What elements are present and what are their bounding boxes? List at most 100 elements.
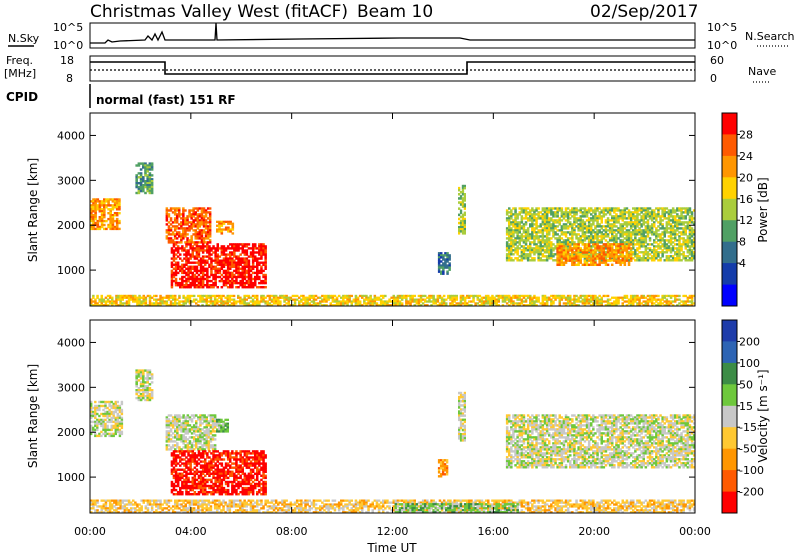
power-cell [226,277,230,281]
power-colorbar-tick-label: 12 [739,214,753,227]
power-cell [437,270,441,273]
power-cell [505,209,509,212]
power-cell [178,209,181,212]
power-cell [629,235,633,238]
power-cell [224,220,228,223]
velocity-cell [92,420,95,424]
power-cell [212,247,215,250]
power-cell [96,198,100,201]
velocity-cell [114,410,117,414]
power-cell [448,266,451,269]
power-cell [583,253,587,256]
power-cell [552,233,555,236]
power-cell [444,266,447,269]
power-cell [592,263,595,266]
power-cell [585,225,589,228]
power-cell [146,184,149,187]
power-cell [251,304,255,307]
power-cell [552,219,555,222]
power-cell [169,229,173,232]
power-y-tick-label: 4000 [57,129,85,142]
power-cell [508,300,511,303]
power-cell [594,251,597,254]
power-cell [175,237,179,240]
power-cell [608,302,612,305]
power-cell [602,215,606,218]
velocity-cell [114,406,117,410]
power-cell [627,298,631,301]
power-cell [193,255,197,258]
power-cell [195,257,199,260]
power-cell [680,259,683,262]
power-cell [581,231,585,234]
power-cell [173,207,177,210]
power-cell [342,302,345,305]
power-cell [674,257,677,260]
power-cell [642,259,645,262]
power-cell [657,247,660,250]
power-cell [417,294,421,298]
power-cell [629,247,633,250]
power-cell [550,251,553,254]
power-cell [545,298,549,301]
power-cell [204,249,207,252]
power-cell [562,294,566,298]
power-cell [505,257,509,260]
power-cell [640,209,643,212]
power-cell [516,296,519,299]
power-cell [522,229,526,232]
power-cell [569,249,572,252]
power-cell [233,253,236,256]
power-cell [111,223,115,227]
power-cell [228,296,232,299]
velocity-cell [92,426,95,430]
power-cell [354,300,358,303]
power-cell [594,247,597,250]
power-cell [583,227,587,230]
power-cell [606,294,610,298]
power-cell [665,211,669,214]
power-cell [676,233,679,236]
power-cell [629,221,633,224]
power-cell [194,235,197,238]
power-cell [541,229,545,232]
power-cell [96,225,100,229]
power-cell [200,217,204,220]
power-cell [554,225,557,228]
power-cell [537,300,540,303]
power-cell [139,174,143,177]
power-cell [579,227,582,230]
power-cell [665,245,669,248]
power-cell [539,225,542,228]
power-cell [585,215,589,218]
power-cell [537,251,540,254]
power-cell [674,233,677,236]
power-cell [615,239,618,242]
power-cell [556,241,559,244]
power-cell [629,304,633,307]
power-cell [545,223,549,226]
power-cell [671,217,675,220]
power-cell [144,174,147,177]
power-cell [543,294,547,298]
power-cell [659,239,662,242]
power-cell [98,225,102,229]
power-cell [245,259,249,262]
power-cell [606,211,610,214]
power-cell [199,294,202,298]
power-cell [596,219,599,222]
power-cell [686,213,690,216]
power-cell [692,231,696,234]
power-cell [518,211,521,214]
power-cell [661,215,664,218]
power-cell [239,273,242,277]
power-cell [226,300,229,303]
power-cell [258,302,261,305]
power-cell [659,259,662,262]
power-cell [222,245,226,248]
power-cell [548,221,551,224]
power-cell [222,271,226,275]
power-cell [556,261,559,264]
power-cell [531,259,534,262]
velocity-cell [137,371,141,374]
